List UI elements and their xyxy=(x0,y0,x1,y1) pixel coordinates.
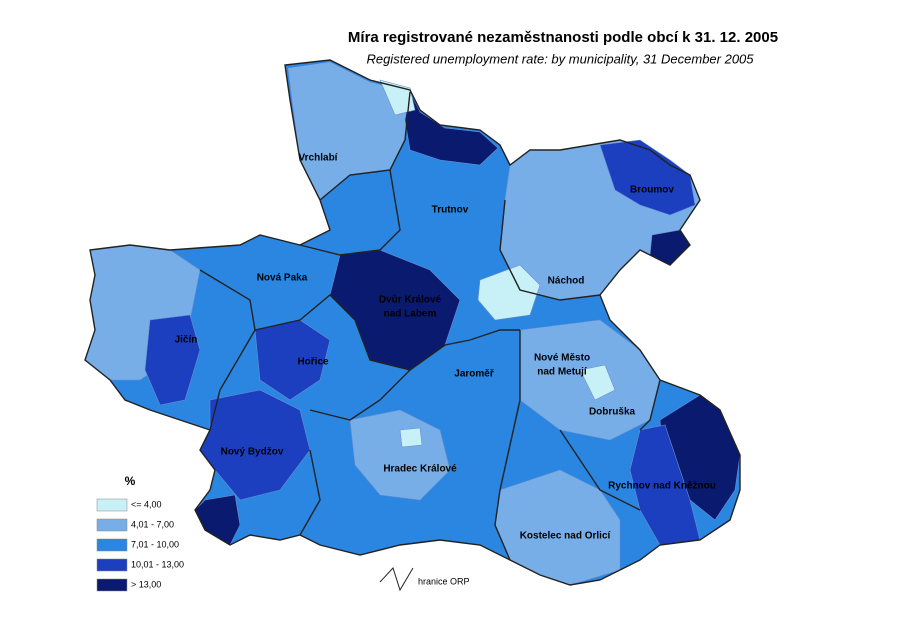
legend-label: 7,01 - 10,00 xyxy=(131,539,179,549)
region xyxy=(399,427,423,448)
legend-swatch xyxy=(96,558,128,572)
place-label: nad Labem xyxy=(384,309,437,320)
boundary-key: hranice ORP xyxy=(379,567,470,592)
place-label: Broumov xyxy=(630,185,674,196)
region xyxy=(599,139,696,216)
orp-boundary xyxy=(499,199,601,301)
place-label: Kostelec nad Orlicí xyxy=(520,531,612,542)
orp-boundary xyxy=(559,429,641,511)
place-label: Vrchlabí xyxy=(299,153,339,164)
legend-swatch xyxy=(96,538,128,552)
place-label: Jaroměř xyxy=(454,369,494,380)
boundary-symbol xyxy=(379,567,414,592)
region xyxy=(477,264,541,321)
orp-boundary xyxy=(299,169,401,256)
place-label: Dvůr Králové xyxy=(379,294,442,306)
orp-boundary xyxy=(309,369,411,421)
orp-boundary xyxy=(494,330,521,561)
legend-swatch xyxy=(96,578,128,592)
legend-label: <= 4,00 xyxy=(131,499,162,509)
legend: % <= 4,00 4,01 - 7,00 7,01 - 10,00 10,01 - … xyxy=(96,474,184,592)
place-label: Hořice xyxy=(297,357,329,368)
orp-boundaries xyxy=(84,59,741,586)
legend-label: 10,01 - 13,00 xyxy=(131,559,184,569)
place-label: Dobruška xyxy=(589,407,636,418)
orp-boundary xyxy=(254,294,520,371)
place-label: Nový Bydžov xyxy=(221,447,284,458)
region xyxy=(579,364,616,401)
legend-swatch xyxy=(96,498,128,512)
legend-swatch xyxy=(96,518,128,532)
place-label: Jičín xyxy=(175,335,198,346)
legend-label: 4,01 - 7,00 xyxy=(131,519,174,529)
orp-boundary xyxy=(639,379,661,431)
map-regions xyxy=(84,59,741,586)
place-label: nad Metují xyxy=(537,367,588,378)
place-label: Náchod xyxy=(548,276,585,287)
place-label: Nová Paka xyxy=(257,273,308,284)
orp-boundary xyxy=(84,59,741,586)
title: Míra registrované nezaměstnanosti podle … xyxy=(348,29,778,46)
place-label: Rychnov nad Kněžnou xyxy=(608,481,716,492)
place-label: Trutnov xyxy=(432,205,469,216)
subtitle: Registered unemployment rate: by municip… xyxy=(366,51,754,66)
place-label: Nové Město xyxy=(534,353,590,364)
region xyxy=(144,314,201,406)
legend-title: % xyxy=(125,474,136,488)
boundary-label: hranice ORP xyxy=(418,576,470,586)
place-label: Hradec Králové xyxy=(383,464,457,475)
region xyxy=(349,409,451,501)
place-labels: Vrchlabí Trutnov Broumov Nová Paka Nácho… xyxy=(175,153,716,542)
orp-boundary xyxy=(299,449,321,536)
legend-label: > 13,00 xyxy=(131,579,161,589)
